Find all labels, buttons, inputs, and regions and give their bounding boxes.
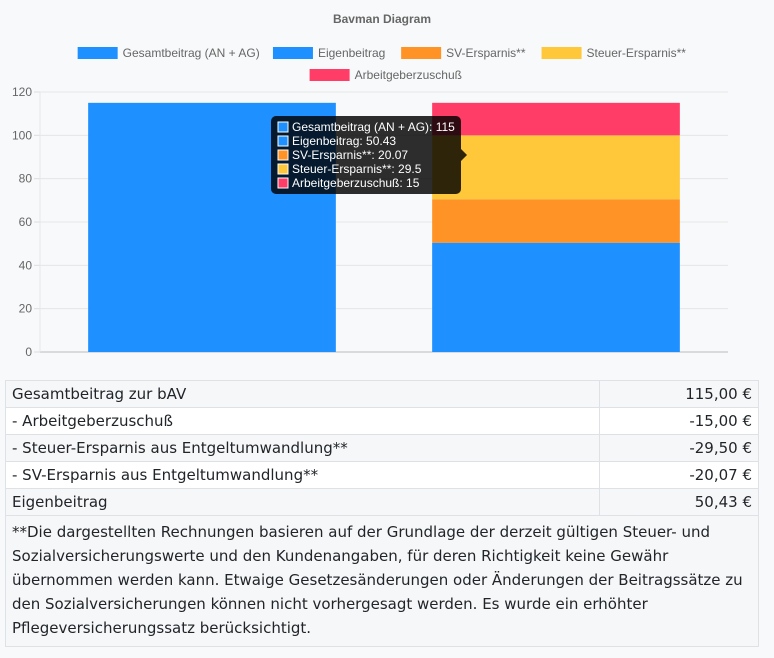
y-tick-label: 0 — [25, 345, 32, 359]
legend-swatch — [541, 47, 582, 59]
table-row: - SV-Ersparnis aus Entgeltumwandlung** -… — [5, 461, 759, 489]
legend-label: Eigenbeitrag — [318, 46, 385, 60]
chart-legend: Gesamtbeitrag (AN + AG) Eigenbeitrag SV-Er… — [77, 46, 687, 82]
y-tick-label: 20 — [19, 302, 33, 316]
tooltip-swatch — [277, 177, 289, 189]
bar-segment — [432, 199, 680, 243]
row-label: - Arbeitgeberzuschuß — [5, 407, 600, 435]
row-amount: -29,50 € — [599, 434, 759, 462]
bar-segment — [432, 242, 680, 352]
legend-swatch — [401, 47, 442, 59]
row-label: - Steuer-Ersparnis aus Entgeltumwandlung… — [5, 434, 600, 462]
y-tick-label: 40 — [19, 258, 33, 272]
y-axis: 0 20 40 60 80 100 120 — [12, 85, 41, 359]
legend-swatch — [77, 47, 118, 59]
row-label: Gesamtbeitrag zur bAV — [5, 380, 600, 408]
tooltip-line: SV-Ersparnis**: 20.07 — [292, 148, 408, 162]
row-amount: 50,43 € — [599, 488, 759, 516]
row-amount: -15,00 € — [599, 407, 759, 435]
tooltip-line: Gesamtbeitrag (AN + AG): 115 — [292, 120, 455, 134]
bar-segment — [432, 135, 680, 200]
table-row: Gesamtbeitrag zur bAV 115,00 € — [5, 380, 759, 408]
table-row: - Arbeitgeberzuschuß -15,00 € — [5, 407, 759, 435]
legend-label: Gesamtbeitrag (AN + AG) — [123, 46, 260, 60]
legend-swatch — [309, 69, 350, 81]
tooltip-box — [271, 116, 461, 194]
tooltip-caret — [461, 149, 467, 161]
summary-table: Gesamtbeitrag zur bAV 115,00 € - Arbeitg… — [5, 380, 759, 647]
tooltip-line: Eigenbeitrag: 50.43 — [292, 134, 396, 148]
legend-swatch — [272, 47, 313, 59]
tooltip-line: Steuer-Ersparnis**: 29.5 — [292, 162, 422, 176]
chart-title: Bavman Diagram — [333, 12, 431, 26]
bavman-chart: Bavman Diagram Gesamtbeitrag (AN + AG) Ei… — [12, 12, 728, 359]
table-row-note: **Die dargestellten Rechnungen basieren … — [5, 515, 759, 647]
tooltip-swatch — [277, 149, 289, 161]
tooltip-line: Arbeitgeberzuschuß: 15 — [292, 176, 420, 190]
chart-bars — [88, 102, 680, 352]
row-label: Eigenbeitrag — [5, 488, 600, 516]
tooltip-swatch — [277, 135, 289, 147]
legend-label: Arbeitgeberzuschuß — [355, 68, 462, 82]
legend-label: Steuer-Ersparnis** — [587, 46, 687, 60]
tooltip-swatch — [277, 163, 289, 175]
table-row: - Steuer-Ersparnis aus Entgeltumwandlung… — [5, 434, 759, 462]
disclaimer-note: **Die dargestellten Rechnungen basieren … — [5, 515, 759, 647]
y-tick-label: 80 — [19, 172, 33, 186]
chart-tooltip: Gesamtbeitrag (AN + AG): 115Eigenbeitrag… — [271, 116, 467, 194]
row-amount: 115,00 € — [599, 380, 759, 408]
legend-label: SV-Ersparnis** — [446, 46, 526, 60]
bar-segment — [432, 102, 680, 136]
y-tick-label: 60 — [19, 215, 33, 229]
y-tick-label: 120 — [12, 85, 32, 99]
table-row: Eigenbeitrag 50,43 € — [5, 488, 759, 516]
row-amount: -20,07 € — [599, 461, 759, 489]
y-tick-label: 100 — [12, 128, 32, 142]
tooltip-swatch — [277, 121, 289, 133]
row-label: - SV-Ersparnis aus Entgeltumwandlung** — [5, 461, 600, 489]
